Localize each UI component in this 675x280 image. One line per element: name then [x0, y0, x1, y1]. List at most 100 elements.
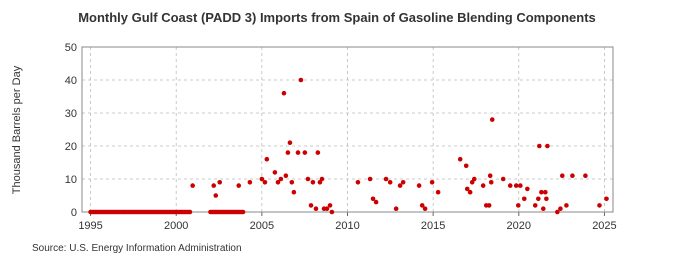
data-point — [544, 196, 549, 202]
data-point — [422, 206, 428, 211]
data-point — [329, 209, 335, 215]
data-point — [327, 203, 333, 208]
data-point — [555, 209, 560, 215]
data-point — [532, 203, 538, 208]
plot-frame — [81, 46, 614, 213]
data-point — [604, 196, 609, 202]
data-point — [287, 140, 293, 145]
data-point — [211, 183, 217, 188]
data-point — [264, 156, 270, 162]
data-point — [545, 143, 550, 149]
x-tick-label: 2015 — [421, 220, 445, 232]
data-point — [525, 186, 530, 192]
data-point — [324, 206, 330, 211]
data-point — [278, 176, 284, 182]
source-note: Source: U.S. Energy Information Administ… — [32, 243, 242, 254]
data-point — [429, 180, 435, 185]
y-tick-label: 50 — [65, 42, 77, 54]
data-point — [313, 206, 319, 211]
data-point — [236, 183, 242, 188]
data-point — [281, 90, 287, 96]
data-point — [373, 199, 379, 205]
x-tick-label: 2005 — [250, 220, 274, 232]
data-point — [305, 176, 311, 182]
data-point — [383, 176, 389, 182]
data-point — [367, 176, 373, 182]
data-point — [539, 189, 544, 195]
data-point — [515, 203, 521, 208]
data-point — [559, 173, 565, 178]
x-tick-label: 2010 — [335, 220, 359, 232]
x-tick-label: 2020 — [507, 220, 531, 232]
data-point — [370, 196, 376, 202]
data-point — [486, 203, 492, 208]
data-point — [187, 209, 193, 215]
data-point — [435, 189, 441, 195]
data-point — [247, 180, 253, 185]
data-point — [464, 186, 470, 192]
data-point — [285, 150, 291, 155]
data-point — [564, 203, 569, 208]
data-point — [259, 176, 265, 182]
data-point — [471, 176, 477, 182]
data-point — [507, 183, 513, 188]
data-point — [518, 183, 523, 188]
data-point — [480, 183, 486, 188]
data-point — [457, 156, 463, 162]
data-point — [397, 183, 403, 188]
x-tick-label: 2025 — [592, 220, 616, 232]
data-point — [315, 150, 321, 155]
data-point — [272, 170, 278, 175]
y-tick-label: 10 — [65, 174, 77, 186]
data-point — [317, 180, 323, 185]
y-tick-label: 20 — [65, 141, 77, 153]
data-point — [213, 193, 219, 198]
data-point — [355, 180, 361, 185]
data-point — [416, 183, 422, 188]
data-point — [310, 180, 316, 185]
data-point — [489, 117, 495, 122]
data-point — [543, 189, 548, 195]
data-point — [558, 206, 563, 211]
data-point — [295, 150, 301, 155]
data-point — [488, 180, 494, 185]
data-point — [536, 196, 541, 202]
y-axis-label: Thousand Barrels per Day — [11, 65, 23, 194]
data-point — [308, 203, 314, 208]
y-tick-label: 40 — [65, 75, 77, 87]
y-tick-label: 30 — [65, 108, 77, 120]
data-point — [487, 173, 493, 178]
data-point — [419, 203, 425, 208]
data-point — [387, 180, 393, 185]
data-point — [570, 173, 575, 178]
data-point — [513, 183, 519, 188]
data-point — [298, 77, 304, 83]
data-point — [393, 206, 399, 211]
data-point — [469, 180, 475, 185]
data-point — [289, 180, 295, 185]
data-point — [463, 163, 469, 169]
x-tick-label: 2000 — [164, 220, 188, 232]
x-tick-label: 1995 — [78, 220, 102, 232]
data-point — [291, 189, 297, 195]
data-point — [240, 209, 246, 215]
data-point — [467, 189, 473, 195]
data-point — [262, 180, 268, 185]
data-point — [540, 206, 546, 211]
y-tick-label: 0 — [71, 207, 77, 219]
data-point — [400, 180, 406, 185]
data-point — [217, 180, 223, 185]
data-point — [190, 183, 195, 188]
data-point — [537, 143, 542, 149]
data-point — [319, 176, 325, 182]
data-point — [597, 203, 602, 208]
chart-title: Monthly Gulf Coast (PADD 3) Imports from… — [78, 10, 596, 25]
data-point — [583, 173, 588, 178]
data-point — [500, 176, 506, 182]
data-point — [302, 150, 308, 155]
data-point — [275, 180, 281, 185]
data-point — [521, 196, 527, 202]
data-point — [283, 173, 289, 178]
